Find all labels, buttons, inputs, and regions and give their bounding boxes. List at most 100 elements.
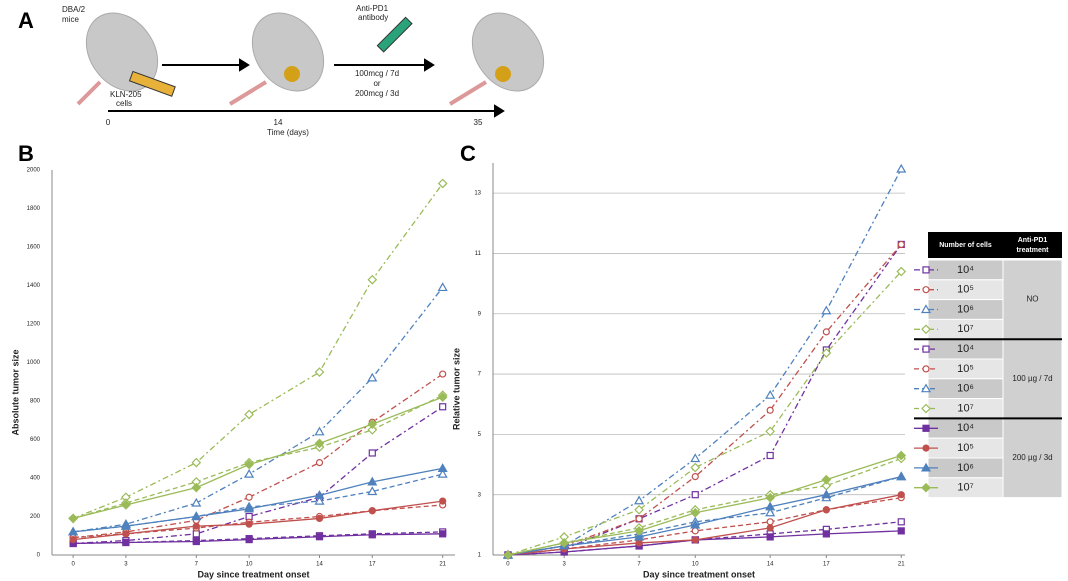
marker <box>369 508 375 514</box>
series-line <box>73 468 443 532</box>
y-tick-label: 11 <box>475 251 482 257</box>
y-tick-label: 5 <box>478 432 482 438</box>
marker <box>767 519 773 525</box>
x-tick-label: 14 <box>767 562 774 568</box>
marker <box>898 528 904 534</box>
antibody-label: antibody <box>358 13 388 22</box>
treatment: 100 µg / 7d <box>1012 374 1052 383</box>
marker <box>246 521 252 527</box>
marker <box>636 540 642 546</box>
x-tick-label: 3 <box>124 562 128 568</box>
cells-label: KLN-205 <box>110 90 142 99</box>
series-line <box>508 169 901 555</box>
y-tick-label: 800 <box>30 399 41 405</box>
marker <box>316 460 322 466</box>
marker <box>69 514 77 522</box>
marker <box>692 474 698 480</box>
timeline-label: Time (days) <box>267 128 309 137</box>
marker <box>440 498 446 504</box>
panel-a: A DBA/2 mice KLN-205 cells Anti-PD1 anti… <box>18 0 558 137</box>
x-tick-label: 3 <box>562 562 566 568</box>
treatment: NO <box>1027 295 1039 304</box>
marker <box>123 539 129 545</box>
figure: A DBA/2 mice KLN-205 cells Anti-PD1 anti… <box>0 0 1068 581</box>
dose-label: or <box>373 79 380 88</box>
marker <box>246 494 252 500</box>
marker <box>923 366 929 372</box>
x-tick-label: 10 <box>692 562 699 568</box>
y-tick-label: 1400 <box>27 283 41 289</box>
marker <box>898 492 904 498</box>
marker <box>822 476 830 484</box>
x-axis-label: Day since treatment onset <box>197 569 309 579</box>
dose-label: 100mcg / 7d <box>355 69 399 78</box>
marker <box>923 445 929 451</box>
y-tick-label: 9 <box>478 311 482 317</box>
marker <box>369 532 375 538</box>
timeline-tick: 14 <box>274 118 283 127</box>
y-axis-label: Absolute tumor size <box>10 349 20 435</box>
x-tick-label: 17 <box>369 562 376 568</box>
marker <box>192 484 200 492</box>
marker <box>923 425 929 431</box>
timeline-tick: 0 <box>106 118 111 127</box>
x-tick-label: 7 <box>637 562 641 568</box>
antibody-label: Anti-PD1 <box>356 4 389 13</box>
series-name: 10⁷ <box>957 402 973 414</box>
marker <box>316 515 322 521</box>
y-axis-label: Relative tumor size <box>451 348 461 430</box>
marker <box>898 519 904 525</box>
mouse-label: DBA/2 <box>62 5 86 14</box>
marker <box>767 534 773 540</box>
series-name: 10⁶ <box>957 303 974 315</box>
marker <box>691 455 699 462</box>
marker <box>636 516 642 522</box>
y-tick-label: 2000 <box>27 168 41 174</box>
series-name: 10⁴ <box>957 264 974 276</box>
y-tick-label: 200 <box>30 514 41 520</box>
marker <box>767 525 773 531</box>
marker <box>193 523 199 529</box>
marker <box>923 267 929 273</box>
series-name: 10⁵ <box>957 284 974 296</box>
series-name: 10⁷ <box>957 323 973 335</box>
marker <box>923 346 929 352</box>
marker <box>440 371 446 377</box>
y-tick-label: 0 <box>37 553 41 559</box>
marker <box>70 537 76 543</box>
header-cell: Number of cells <box>939 242 992 249</box>
marker <box>439 283 447 290</box>
y-tick-label: 1200 <box>27 322 41 328</box>
marker <box>193 531 199 537</box>
series-name: 10⁶ <box>957 383 974 395</box>
y-tick-label: 3 <box>478 492 482 498</box>
series-line <box>73 397 443 518</box>
header-cell: treatment <box>1017 247 1050 254</box>
marker <box>822 307 830 314</box>
y-tick-label: 1800 <box>27 206 41 212</box>
marker <box>192 499 200 506</box>
marker <box>439 464 447 471</box>
panel-label: C <box>460 141 476 166</box>
marker <box>766 391 774 398</box>
marker <box>246 537 252 543</box>
dose-label: 200mcg / 3d <box>355 89 399 98</box>
marker <box>439 179 447 187</box>
marker <box>923 287 929 293</box>
mouse-icon <box>72 0 559 105</box>
marker <box>368 374 376 381</box>
y-tick-label: 1 <box>478 553 482 559</box>
x-tick-label: 7 <box>195 562 199 568</box>
marker <box>440 404 446 410</box>
marker <box>193 539 199 545</box>
y-tick-label: 7 <box>478 372 482 378</box>
tumor-icon <box>495 66 511 82</box>
x-tick-label: 10 <box>246 562 253 568</box>
y-tick-label: 1000 <box>27 360 41 366</box>
y-tick-label: 13 <box>474 191 481 197</box>
marker <box>692 537 698 543</box>
marker <box>245 410 253 418</box>
x-tick-label: 14 <box>316 562 323 568</box>
header-cell: Anti-PD1 <box>1018 237 1048 244</box>
marker <box>440 531 446 537</box>
